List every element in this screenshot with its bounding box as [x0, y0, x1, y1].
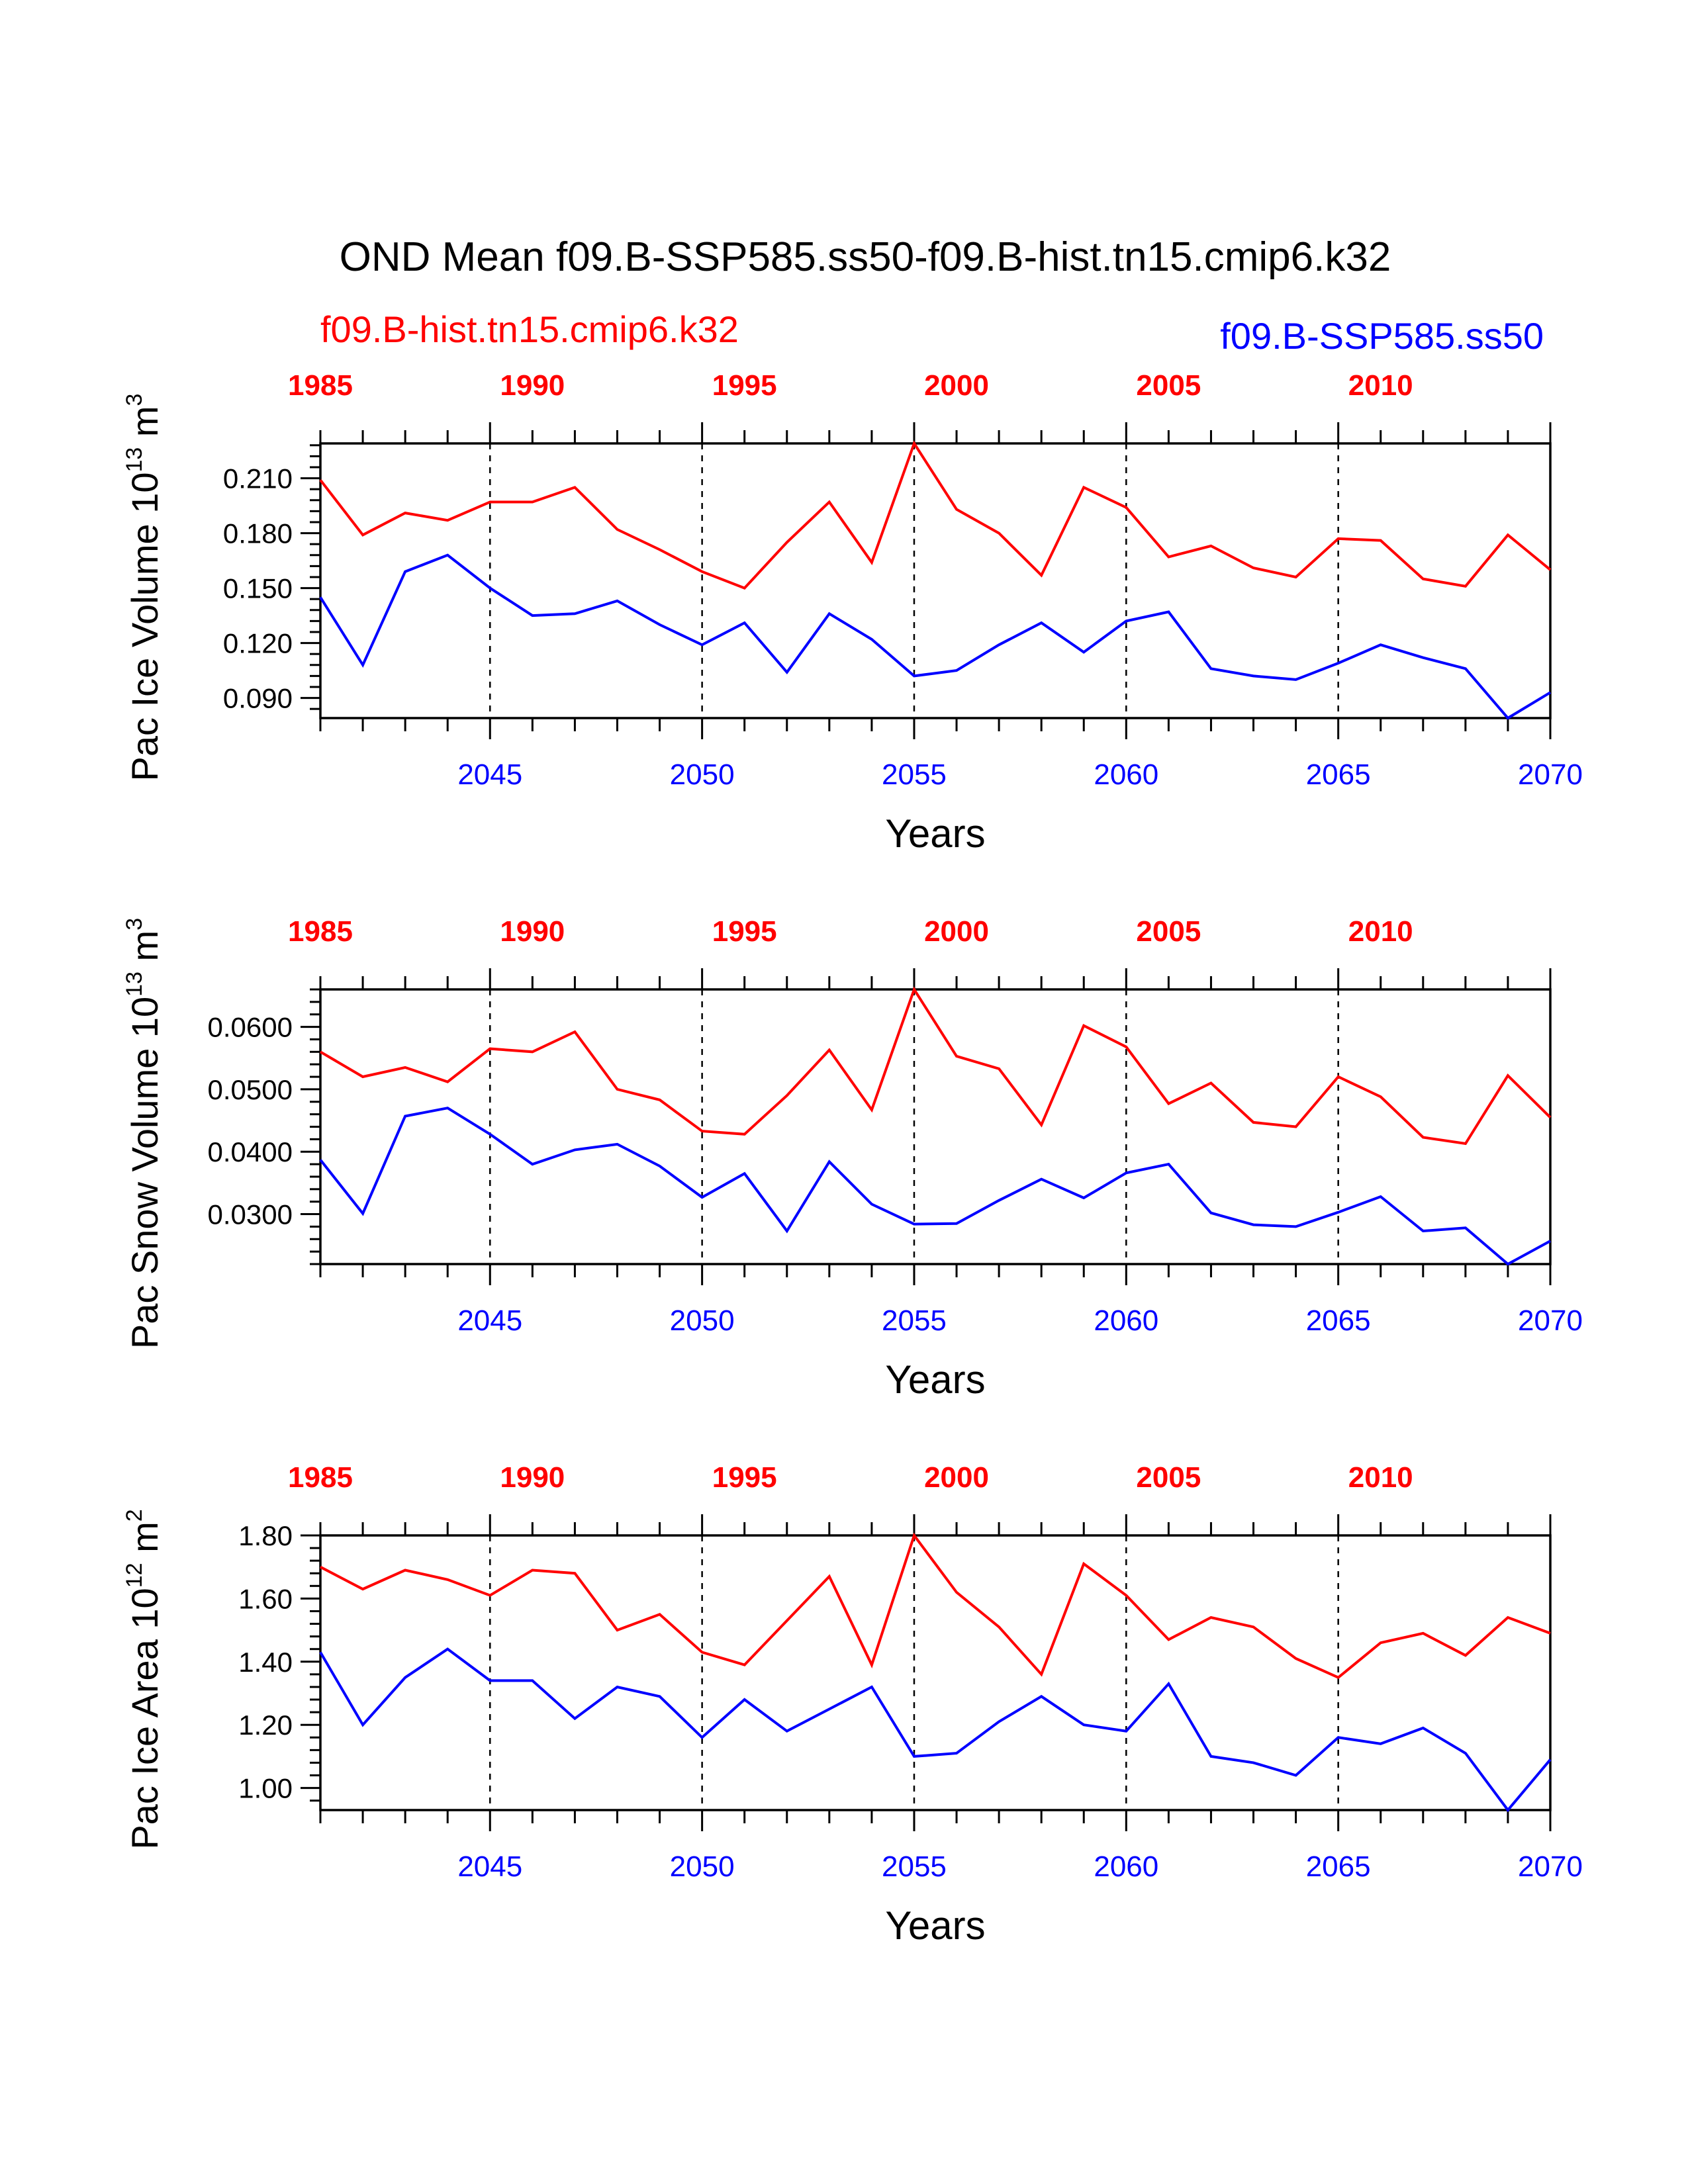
y-tick-label: 0.0600: [208, 1012, 293, 1043]
x-top-tick-label: 2000: [924, 1461, 989, 1494]
y-axis-label: Pac Ice Volume 1013 m3: [122, 394, 165, 782]
y-axis-label: Pac Snow Volume 1013 m3: [122, 918, 165, 1349]
y-tick-label: 0.180: [223, 518, 293, 549]
x-top-tick-label: 2010: [1348, 1461, 1413, 1494]
series-line-hist: [319, 440, 1552, 590]
x-top-tick-label: 1995: [712, 369, 777, 402]
x-bottom-tick-label: 2055: [882, 1850, 947, 1883]
x-bottom-tick-label: 2045: [457, 1850, 522, 1883]
series-line-ssp: [319, 1647, 1552, 1813]
y-tick-label: 0.120: [223, 628, 293, 659]
x-top-tick-label: 2010: [1348, 915, 1413, 948]
x-top-tick-label: 2010: [1348, 369, 1413, 402]
x-bottom-tick-label: 2060: [1094, 758, 1158, 791]
x-bottom-tick-label: 2065: [1306, 1850, 1371, 1883]
x-bottom-tick-label: 2050: [670, 758, 735, 791]
x-axis-label: Years: [885, 811, 985, 856]
legend-ssp-label: f09.B-SSP585.ss50: [1220, 315, 1544, 357]
series-line-ssp: [319, 1107, 1551, 1266]
y-tick-label: 1.40: [238, 1647, 293, 1678]
x-top-tick-label: 2000: [924, 915, 989, 948]
x-bottom-tick-label: 2070: [1518, 758, 1583, 791]
x-top-tick-label: 2005: [1136, 1461, 1201, 1494]
series-line-hist: [320, 1532, 1551, 1680]
y-tick-label: 1.20: [238, 1709, 293, 1741]
x-axis-label: Years: [885, 1357, 985, 1402]
y-tick-label: 1.80: [238, 1520, 293, 1551]
x-bottom-tick-label: 2060: [1094, 1850, 1158, 1883]
x-top-tick-label: 1990: [500, 369, 565, 402]
x-top-tick-label: 2005: [1136, 369, 1201, 402]
x-top-tick-label: 1985: [288, 915, 353, 948]
panels-group: 2045 2050 2055 2060 2065 2070 1985 1990 1995 2000…: [122, 369, 1583, 1948]
plot-frame: [319, 1534, 1552, 1811]
x-bottom-tick-label: 2045: [457, 758, 522, 791]
x-bottom-tick-label: 2060: [1094, 1304, 1158, 1337]
x-axis-label: Years: [885, 1903, 985, 1948]
x-bottom-tick-label: 2050: [670, 1850, 735, 1883]
y-tick-label: 0.0500: [208, 1074, 293, 1105]
x-bottom-tick-label: 2055: [882, 758, 947, 791]
chart-panel-2: 2045 2050 2055 2060 2065 2070 1985 1990 1995 2000…: [122, 915, 1583, 1402]
x-bottom-tick-label: 2070: [1518, 1850, 1583, 1883]
y-tick-label: 0.0400: [208, 1136, 293, 1167]
x-bottom-tick-label: 2065: [1306, 758, 1371, 791]
x-top-tick-label: 1995: [712, 915, 777, 948]
legend-hist-label: f09.B-hist.tn15.cmip6.k32: [320, 308, 739, 350]
x-bottom-tick-label: 2070: [1518, 1304, 1583, 1337]
x-bottom-tick-label: 2065: [1306, 1304, 1371, 1337]
y-axis-label: Pac Ice Area 1012 m2: [122, 1509, 165, 1849]
series-line-ssp: [319, 553, 1552, 720]
plot-frame: [319, 442, 1552, 719]
x-top-tick-label: 1990: [500, 915, 565, 948]
x-bottom-tick-label: 2045: [457, 1304, 522, 1337]
x-top-tick-label: 1995: [712, 1461, 777, 1494]
y-tick-label: 0.210: [223, 463, 293, 494]
x-top-tick-label: 1990: [500, 1461, 565, 1494]
y-tick-label: 0.090: [223, 683, 293, 714]
y-tick-label: 1.60: [238, 1583, 293, 1614]
x-top-tick-label: 1985: [288, 369, 353, 402]
y-tick-label: 0.150: [223, 573, 293, 604]
chart-panel-1: 2045 2050 2055 2060 2065 2070 1985 1990 1995 2000…: [122, 369, 1583, 856]
y-tick-label: 1.00: [238, 1773, 293, 1804]
x-bottom-tick-label: 2055: [882, 1304, 947, 1337]
chart-title: OND Mean f09.B-SSP585.ss50-f09.B-hist.tn…: [340, 234, 1391, 280]
x-top-tick-label: 1985: [288, 1461, 353, 1494]
x-top-tick-label: 2005: [1136, 915, 1201, 948]
y-tick-label: 0.0300: [208, 1199, 293, 1230]
series-line-hist: [319, 986, 1552, 1146]
x-top-tick-label: 2000: [924, 369, 989, 402]
chart-panel-3: 2045 2050 2055 2060 2065 2070 1985 1990 1995 2000…: [122, 1461, 1583, 1948]
x-bottom-tick-label: 2050: [670, 1304, 735, 1337]
